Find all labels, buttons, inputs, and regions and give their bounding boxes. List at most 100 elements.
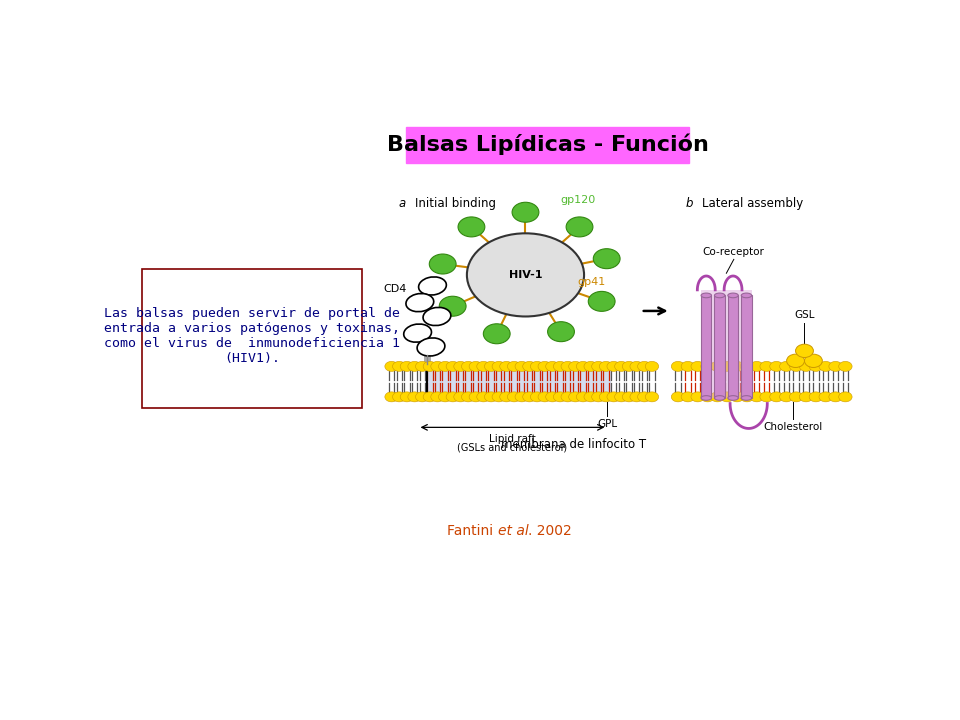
Circle shape [780,392,793,402]
Text: CD4: CD4 [383,284,406,294]
Ellipse shape [701,396,711,400]
Circle shape [454,392,468,402]
Circle shape [630,361,643,372]
Text: Initial binding: Initial binding [416,197,496,210]
FancyBboxPatch shape [406,127,689,163]
Circle shape [469,361,483,372]
Circle shape [576,392,589,402]
Circle shape [645,392,659,402]
Text: Lipid raft: Lipid raft [489,434,536,444]
Circle shape [770,392,783,402]
Circle shape [789,392,803,402]
Bar [425,372,611,392]
Circle shape [423,361,437,372]
Circle shape [721,361,734,372]
Circle shape [538,361,551,372]
Ellipse shape [419,277,446,295]
Circle shape [431,361,444,372]
Circle shape [538,392,551,402]
Circle shape [547,322,574,342]
Circle shape [809,392,823,402]
Text: Co-receptor: Co-receptor [703,247,765,256]
Text: Balsas Lipídicas - Función: Balsas Lipídicas - Función [387,134,708,156]
Circle shape [701,361,714,372]
Circle shape [630,392,643,402]
Text: b: b [685,197,693,210]
Ellipse shape [406,294,434,312]
Ellipse shape [423,307,451,325]
Text: membrana de linfocito T: membrana de linfocito T [501,438,646,451]
Circle shape [691,361,705,372]
Circle shape [485,361,498,372]
Circle shape [523,392,536,402]
Circle shape [492,361,506,372]
Circle shape [393,361,406,372]
Ellipse shape [417,338,444,356]
Circle shape [500,361,514,372]
Circle shape [561,392,574,402]
Circle shape [760,361,774,372]
Bar [728,295,738,398]
Circle shape [446,392,460,402]
Circle shape [828,361,842,372]
Circle shape [423,392,437,402]
Circle shape [462,361,475,372]
Text: Lateral assembly: Lateral assembly [702,197,804,210]
Circle shape [819,392,832,402]
Circle shape [408,361,421,372]
Circle shape [637,361,651,372]
Ellipse shape [728,293,738,298]
Circle shape [516,361,528,372]
Circle shape [750,392,763,402]
Circle shape [710,392,724,402]
Circle shape [530,392,543,402]
Circle shape [400,361,414,372]
Ellipse shape [728,396,738,400]
Circle shape [701,392,714,402]
Circle shape [416,361,429,372]
Circle shape [408,392,421,402]
Circle shape [431,392,444,402]
Circle shape [721,392,734,402]
Circle shape [710,361,724,372]
Circle shape [622,361,636,372]
Circle shape [500,392,514,402]
Circle shape [800,392,813,402]
Circle shape [568,361,582,372]
Circle shape [477,392,491,402]
Text: GSL: GSL [794,310,815,320]
Text: Las balsas pueden servir de portal de
entrada a varios patógenos y toxinas,
como: Las balsas pueden servir de portal de en… [104,307,400,365]
Circle shape [839,392,852,402]
Circle shape [786,354,804,367]
Circle shape [740,361,754,372]
Text: HIV-1: HIV-1 [509,270,542,280]
Bar [701,290,752,398]
Circle shape [469,392,483,402]
Circle shape [561,361,574,372]
Text: gp120: gp120 [561,194,596,204]
Text: Cholesterol: Cholesterol [764,422,823,432]
Circle shape [760,392,774,402]
Circle shape [446,361,460,372]
Ellipse shape [714,396,725,400]
Circle shape [622,392,636,402]
Circle shape [614,392,628,402]
Text: et al: et al [498,524,529,539]
Bar [741,295,752,398]
Circle shape [454,361,468,372]
Circle shape [607,392,620,402]
Ellipse shape [741,396,752,400]
Circle shape [516,392,528,402]
Circle shape [770,361,783,372]
Circle shape [691,392,705,402]
Circle shape [553,392,566,402]
Text: GPL: GPL [597,419,617,429]
Circle shape [483,324,510,343]
Circle shape [599,392,612,402]
Ellipse shape [714,293,725,298]
Circle shape [512,202,539,222]
Circle shape [789,361,803,372]
Circle shape [508,392,520,402]
Circle shape [800,361,813,372]
Text: Fantini: Fantini [447,524,498,539]
